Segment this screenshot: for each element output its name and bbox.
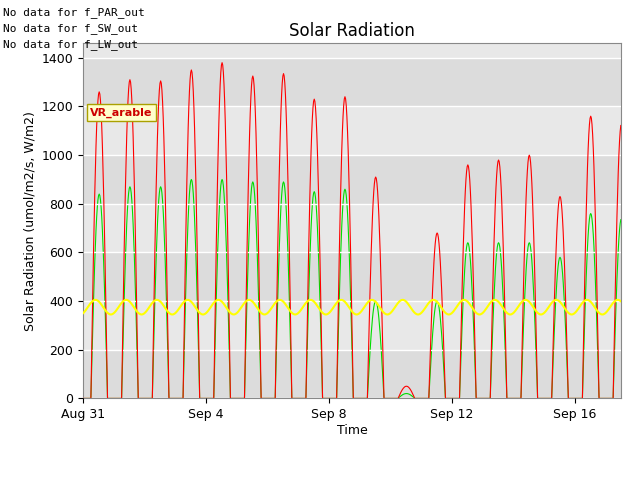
Title: Solar Radiation: Solar Radiation — [289, 22, 415, 40]
LW_in — [336, 297, 344, 303]
Bar — [83, 301, 621, 350]
LW_in — [538, 312, 545, 317]
PAR_in — [511, 396, 519, 401]
LW_in — [460, 297, 467, 303]
Text: No data for f_LW_out: No data for f_LW_out — [3, 39, 138, 50]
Bar — [83, 350, 621, 398]
SW_in — [511, 396, 519, 401]
SW_in — [188, 177, 195, 182]
LW_in — [617, 299, 625, 304]
Legend: PAR_in, SW_in, LW_in: PAR_in, SW_in, LW_in — [202, 476, 502, 480]
Y-axis label: Solar Radiation (umol/m2/s, W/m2): Solar Radiation (umol/m2/s, W/m2) — [23, 111, 36, 331]
PAR_in — [104, 396, 111, 401]
LW_in — [107, 312, 115, 317]
Line: SW_in: SW_in — [83, 180, 621, 398]
LW_in — [473, 311, 481, 316]
SW_in — [336, 276, 344, 282]
SW_in — [104, 396, 111, 401]
Line: PAR_in: PAR_in — [83, 63, 621, 398]
PAR_in — [460, 240, 467, 246]
Text: VR_arable: VR_arable — [90, 108, 152, 118]
LW_in — [79, 310, 87, 316]
Line: LW_in: LW_in — [83, 300, 621, 314]
PAR_in — [336, 224, 344, 230]
SW_in — [79, 396, 87, 401]
Text: No data for f_PAR_out: No data for f_PAR_out — [3, 7, 145, 18]
Bar — [83, 107, 621, 155]
Bar — [83, 58, 621, 107]
SW_in — [221, 216, 229, 221]
Bar — [83, 252, 621, 301]
PAR_in — [617, 122, 625, 128]
SW_in — [538, 396, 545, 401]
PAR_in — [221, 119, 229, 125]
SW_in — [460, 292, 467, 298]
PAR_in — [538, 396, 545, 401]
Bar — [83, 204, 621, 252]
PAR_in — [79, 396, 87, 401]
Text: No data for f_SW_out: No data for f_SW_out — [3, 23, 138, 34]
Bar — [83, 155, 621, 204]
LW_in — [221, 303, 229, 309]
PAR_in — [473, 396, 481, 401]
LW_in — [92, 297, 99, 303]
PAR_in — [218, 60, 226, 66]
SW_in — [473, 396, 481, 401]
LW_in — [511, 308, 519, 314]
SW_in — [617, 217, 625, 223]
X-axis label: Time: Time — [337, 424, 367, 437]
